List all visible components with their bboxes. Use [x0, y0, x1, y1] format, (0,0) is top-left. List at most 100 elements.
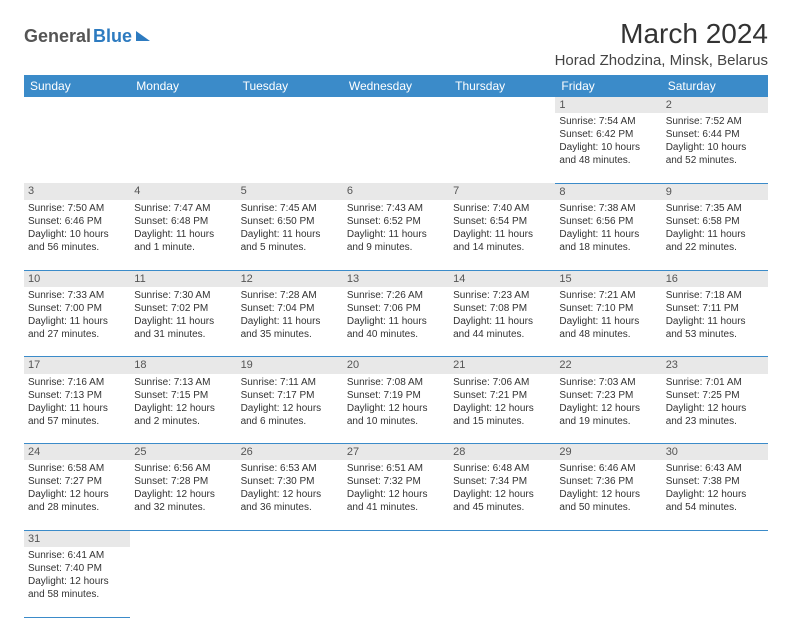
day-line: Daylight: 12 hours	[28, 575, 126, 588]
day-line: Sunset: 7:10 PM	[559, 302, 657, 315]
day-cell	[449, 547, 555, 617]
day-line: Sunrise: 7:08 AM	[347, 376, 445, 389]
day-line: Sunset: 7:32 PM	[347, 475, 445, 488]
day-number-cell: 12	[237, 270, 343, 287]
day-number-cell: 13	[343, 270, 449, 287]
day-number-cell: 6	[343, 183, 449, 200]
day-content-row: Sunrise: 7:54 AMSunset: 6:42 PMDaylight:…	[24, 113, 768, 183]
day-number-cell: 29	[555, 444, 661, 461]
day-cell: Sunrise: 6:41 AMSunset: 7:40 PMDaylight:…	[24, 547, 130, 617]
day-line: Sunset: 7:00 PM	[28, 302, 126, 315]
day-cell	[555, 547, 661, 617]
day-cell: Sunrise: 7:35 AMSunset: 6:58 PMDaylight:…	[662, 200, 768, 270]
title-block: March 2024 Horad Zhodzina, Minsk, Belaru…	[555, 18, 768, 69]
day-number-cell	[662, 530, 768, 547]
day-cell: Sunrise: 7:54 AMSunset: 6:42 PMDaylight:…	[555, 113, 661, 183]
day-line: Sunset: 7:02 PM	[134, 302, 232, 315]
day-line: Sunrise: 7:33 AM	[28, 289, 126, 302]
weekday-header: Friday	[555, 75, 661, 97]
day-line: Sunset: 7:38 PM	[666, 475, 764, 488]
weekday-header: Thursday	[449, 75, 555, 97]
day-number-cell: 11	[130, 270, 236, 287]
weekday-header: Monday	[130, 75, 236, 97]
day-line: Daylight: 11 hours	[559, 228, 657, 241]
day-cell: Sunrise: 7:50 AMSunset: 6:46 PMDaylight:…	[24, 200, 130, 270]
day-line: Daylight: 11 hours	[666, 315, 764, 328]
day-number-row: 17181920212223	[24, 357, 768, 374]
day-line: and 58 minutes.	[28, 588, 126, 601]
day-number-cell: 27	[343, 444, 449, 461]
day-cell	[237, 547, 343, 617]
calendar-body: 12 Sunrise: 7:54 AMSunset: 6:42 PMDayligh…	[24, 97, 768, 617]
day-line: Sunset: 7:34 PM	[453, 475, 551, 488]
day-cell: Sunrise: 6:58 AMSunset: 7:27 PMDaylight:…	[24, 460, 130, 530]
day-line: Daylight: 12 hours	[559, 402, 657, 415]
day-line: Sunrise: 7:13 AM	[134, 376, 232, 389]
day-line: Sunset: 6:52 PM	[347, 215, 445, 228]
day-cell: Sunrise: 7:16 AMSunset: 7:13 PMDaylight:…	[24, 374, 130, 444]
logo-triangle-icon	[136, 31, 150, 41]
day-number-cell: 5	[237, 183, 343, 200]
day-number-cell	[24, 97, 130, 113]
day-line: and 54 minutes.	[666, 501, 764, 514]
day-line: Sunset: 7:17 PM	[241, 389, 339, 402]
day-line: and 31 minutes.	[134, 328, 232, 341]
day-line: Daylight: 11 hours	[347, 228, 445, 241]
header: General Blue March 2024 Horad Zhodzina, …	[24, 18, 768, 69]
day-line: Sunset: 7:04 PM	[241, 302, 339, 315]
day-number-cell: 17	[24, 357, 130, 374]
day-content-row: Sunrise: 7:16 AMSunset: 7:13 PMDaylight:…	[24, 374, 768, 444]
day-line: and 45 minutes.	[453, 501, 551, 514]
day-line: Daylight: 12 hours	[666, 402, 764, 415]
day-number-cell: 20	[343, 357, 449, 374]
day-line: Sunset: 6:58 PM	[666, 215, 764, 228]
day-line: and 53 minutes.	[666, 328, 764, 341]
day-line: Sunrise: 7:43 AM	[347, 202, 445, 215]
day-number-cell: 24	[24, 444, 130, 461]
day-line: Daylight: 10 hours	[559, 141, 657, 154]
weekday-header-row: SundayMondayTuesdayWednesdayThursdayFrid…	[24, 75, 768, 97]
day-line: and 52 minutes.	[666, 154, 764, 167]
day-line: Sunset: 6:42 PM	[559, 128, 657, 141]
day-content-row: Sunrise: 7:33 AMSunset: 7:00 PM Daylight:…	[24, 287, 768, 357]
day-cell: Sunrise: 7:06 AMSunset: 7:21 PMDaylight:…	[449, 374, 555, 444]
day-content-row: Sunrise: 6:41 AMSunset: 7:40 PMDaylight:…	[24, 547, 768, 617]
day-line: and 5 minutes.	[241, 241, 339, 254]
day-line: Daylight: 11 hours	[134, 228, 232, 241]
day-line: and 48 minutes.	[559, 328, 657, 341]
day-line: Sunrise: 7:38 AM	[559, 202, 657, 215]
day-cell: Sunrise: 7:47 AMSunset: 6:48 PMDaylight:…	[130, 200, 236, 270]
day-cell	[24, 113, 130, 183]
day-number-cell: 10	[24, 270, 130, 287]
day-line: Sunrise: 7:28 AM	[241, 289, 339, 302]
day-cell: Sunrise: 6:46 AMSunset: 7:36 PMDaylight:…	[555, 460, 661, 530]
day-content-row: Sunrise: 6:58 AMSunset: 7:27 PMDaylight:…	[24, 460, 768, 530]
day-line: and 19 minutes.	[559, 415, 657, 428]
day-line: Sunrise: 6:43 AM	[666, 462, 764, 475]
day-number-cell	[449, 97, 555, 113]
day-line: Sunset: 7:13 PM	[28, 389, 126, 402]
day-line: Sunrise: 7:21 AM	[559, 289, 657, 302]
day-line: Sunset: 7:08 PM	[453, 302, 551, 315]
day-number-cell: 3	[24, 183, 130, 200]
day-number-cell: 1	[555, 97, 661, 113]
day-line: Daylight: 11 hours	[453, 315, 551, 328]
day-line: and 32 minutes.	[134, 501, 232, 514]
day-line: and 6 minutes.	[241, 415, 339, 428]
month-title: March 2024	[555, 18, 768, 50]
day-number-cell: 26	[237, 444, 343, 461]
day-number-cell: 7	[449, 183, 555, 200]
day-line: Daylight: 12 hours	[559, 488, 657, 501]
day-line: Daylight: 12 hours	[134, 402, 232, 415]
day-line: Daylight: 12 hours	[28, 488, 126, 501]
day-line: Sunrise: 6:51 AM	[347, 462, 445, 475]
day-line: Daylight: 11 hours	[134, 315, 232, 328]
day-cell: Sunrise: 7:03 AMSunset: 7:23 PMDaylight:…	[555, 374, 661, 444]
day-cell	[449, 113, 555, 183]
day-number-row: 10111213141516	[24, 270, 768, 287]
day-line: and 28 minutes.	[28, 501, 126, 514]
day-line: Sunrise: 7:47 AM	[134, 202, 232, 215]
calendar-table: SundayMondayTuesdayWednesdayThursdayFrid…	[24, 75, 768, 618]
day-cell: Sunrise: 6:48 AMSunset: 7:34 PMDaylight:…	[449, 460, 555, 530]
day-line: Sunset: 7:15 PM	[134, 389, 232, 402]
